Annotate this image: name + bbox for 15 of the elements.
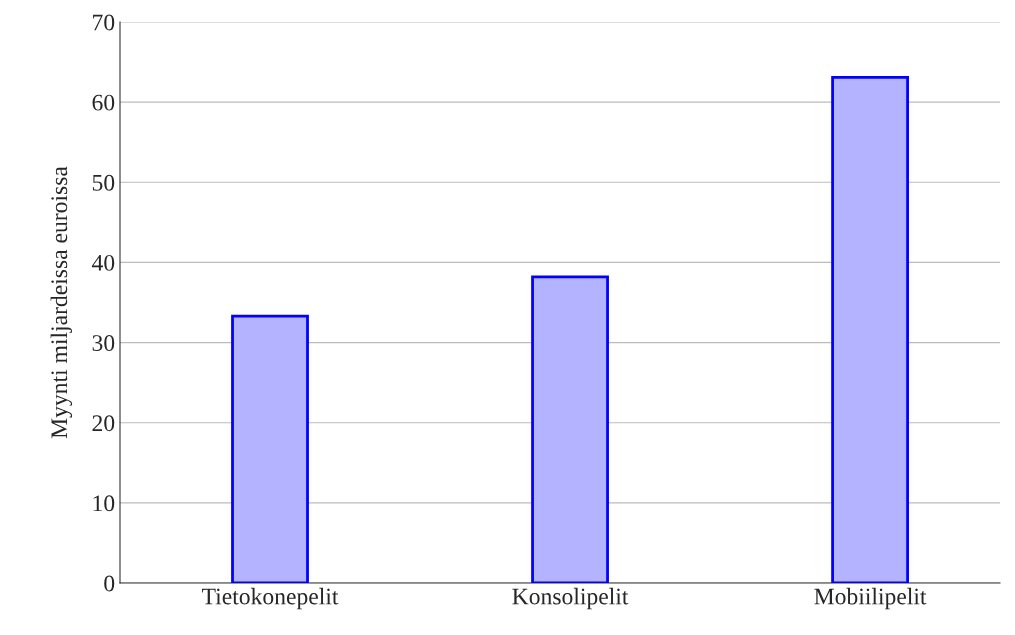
y-tick-label: 70 (93, 14, 115, 31)
y-tick-label: 20 (92, 415, 115, 432)
y-tick-label: 60 (92, 94, 115, 111)
x-tick-label: Konsolipelit (512, 587, 629, 610)
y-axis-title: Myynti miljardeissa euroissa (50, 166, 73, 439)
bar (231, 314, 309, 583)
x-tick-label: Tietokonepelit (202, 587, 339, 610)
y-tick-label: 40 (91, 254, 115, 271)
y-tick-label: 50 (92, 174, 115, 191)
y-tick-label: 30 (92, 335, 115, 351)
bar (831, 75, 909, 583)
y-tick-label: 0 (104, 575, 115, 592)
bar (531, 275, 609, 583)
y-tick-label: 10 (93, 495, 115, 512)
x-tick-label: Mobiilipelit (814, 587, 927, 610)
